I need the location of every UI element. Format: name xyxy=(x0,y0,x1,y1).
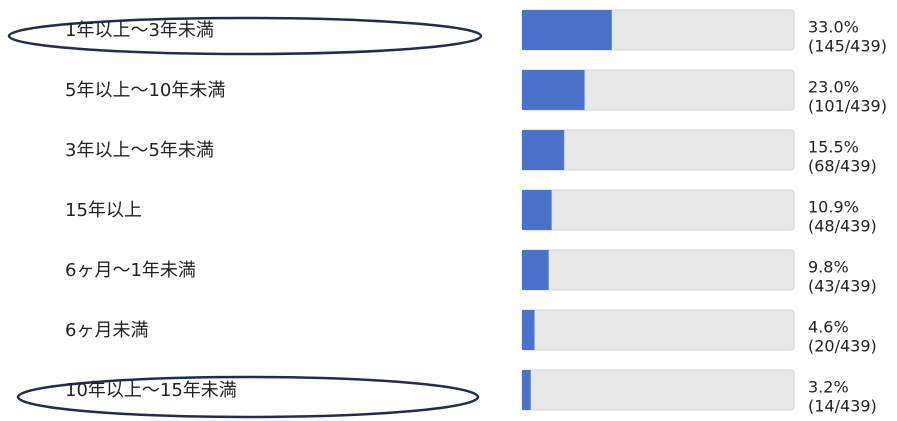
count-label: (101/439) xyxy=(808,97,887,116)
bar-track xyxy=(521,369,795,411)
category-label: 10年以上～15年未満 xyxy=(65,380,237,401)
value-label: 33.0% xyxy=(808,18,859,37)
count-label: (48/439) xyxy=(808,217,877,236)
highlight-ellipse xyxy=(16,375,480,419)
bar-track xyxy=(521,309,795,351)
category-label: 5年以上～10年未満 xyxy=(65,80,225,101)
value-label: 9.8% xyxy=(808,258,849,277)
category-label: 6ヶ月未満 xyxy=(65,320,148,341)
bar xyxy=(522,370,531,410)
count-label: (145/439) xyxy=(808,37,887,56)
bar-track xyxy=(521,189,795,231)
category-label: 6ヶ月～1年未満 xyxy=(65,260,196,281)
value-label: 4.6% xyxy=(808,318,849,337)
category-label: 1年以上～3年未満 xyxy=(65,20,214,41)
bar xyxy=(522,250,549,290)
count-label: (20/439) xyxy=(808,337,877,356)
category-label: 15年以上 xyxy=(65,200,142,221)
count-label: (68/439) xyxy=(808,157,877,176)
count-label: (43/439) xyxy=(808,277,877,296)
value-label: 10.9% xyxy=(808,198,859,217)
highlight-ellipse xyxy=(7,16,483,56)
value-label: 3.2% xyxy=(808,378,849,397)
category-label: 3年以上～5年未満 xyxy=(65,140,214,161)
bar xyxy=(522,190,552,230)
bar xyxy=(522,310,535,350)
bar-track xyxy=(521,249,795,291)
value-label: 23.0% xyxy=(808,78,859,97)
count-label: (14/439) xyxy=(808,397,877,416)
bar xyxy=(522,70,585,110)
value-label: 15.5% xyxy=(808,138,859,157)
bar xyxy=(522,10,612,50)
bar xyxy=(522,130,565,170)
